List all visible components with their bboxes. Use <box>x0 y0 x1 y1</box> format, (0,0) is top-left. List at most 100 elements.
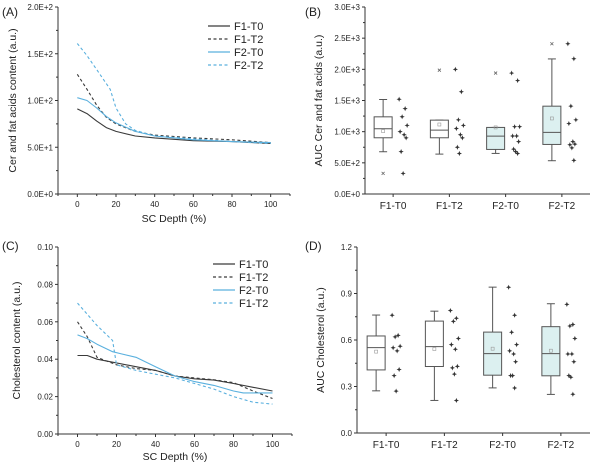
data-point <box>512 385 518 391</box>
mean-marker <box>432 347 437 351</box>
panel-b: (B) 0.0E+0 5.0E+2 1.0E+3 1.5E+3 2.0E+3 2.5E+3 3… <box>305 3 590 212</box>
data-point <box>570 391 576 397</box>
data-point <box>460 122 466 129</box>
panel-label: (D) <box>305 239 322 253</box>
data-point <box>452 66 458 72</box>
data-point <box>567 323 573 329</box>
y-tick-label: 0.3 <box>341 383 353 392</box>
series-line-f2-t0 <box>77 334 273 394</box>
legend-label: F2-T2 <box>234 60 263 72</box>
legend-label: F1-T2 <box>239 298 268 310</box>
mean-marker <box>490 346 495 351</box>
data-point <box>453 397 459 404</box>
y-tick-label: 1.5E+3 <box>334 97 360 106</box>
y-tick-label: 0.06 <box>37 318 53 327</box>
data-point <box>513 149 519 155</box>
data-point <box>566 373 572 379</box>
data-point <box>507 348 513 354</box>
data-point <box>396 96 402 102</box>
data-point <box>390 345 396 351</box>
data-point <box>565 41 571 47</box>
data-point <box>569 351 575 357</box>
x-category-label: F1-T0 <box>380 201 407 212</box>
data-point <box>453 315 459 321</box>
x-category-label: F2-T2 <box>549 201 576 212</box>
data-point <box>512 312 518 318</box>
data-point <box>509 70 515 76</box>
box-f2-t2 <box>542 41 579 163</box>
data-point <box>458 89 464 95</box>
data-point <box>569 145 575 151</box>
x-tick-label: 0 <box>75 440 80 449</box>
data-point <box>570 139 576 145</box>
data-point <box>514 342 520 348</box>
x-category-label: F1-T2 <box>431 440 458 451</box>
data-point <box>451 371 457 377</box>
mean-marker <box>437 122 442 127</box>
mean-marker <box>374 349 378 354</box>
y-tick-label: 0.00 <box>37 430 53 439</box>
data-point <box>396 366 402 373</box>
mean-marker <box>381 129 385 133</box>
x-tick-label: 60 <box>189 200 198 209</box>
y-tick-label: 2.5E+3 <box>334 34 360 43</box>
legend-label: F2-T0 <box>234 47 263 59</box>
data-point <box>457 132 463 138</box>
legend-label: F2-T0 <box>239 285 268 297</box>
x-tick-label: 100 <box>266 440 280 449</box>
x-tick-label: 80 <box>229 440 238 449</box>
panel-label: (A) <box>2 5 18 19</box>
data-point <box>571 359 577 365</box>
box-body <box>424 320 444 368</box>
box-body <box>541 326 561 377</box>
data-point <box>571 157 577 163</box>
data-point <box>401 132 407 138</box>
mean-marker <box>549 348 553 353</box>
y-tick-label: 3.0E+3 <box>334 3 360 12</box>
x-axis-label: SC Depth (%) <box>142 213 207 225</box>
data-point <box>394 348 400 354</box>
legend-label: F1-T2 <box>234 34 263 46</box>
y-axis-label: AUC Cholesterol (a.u.) <box>315 287 327 393</box>
panel-label: (B) <box>305 5 321 19</box>
data-point <box>453 125 459 132</box>
data-point <box>402 106 408 112</box>
y-tick-label: 1.0E+2 <box>27 97 53 106</box>
data-point <box>449 365 455 371</box>
data-point <box>515 77 521 84</box>
box-body <box>429 119 449 139</box>
x-tick-label: 40 <box>150 200 159 209</box>
outlier-marker <box>381 171 385 176</box>
y-tick-label: 0.02 <box>37 393 53 402</box>
box-f2-t0 <box>483 284 520 391</box>
data-point <box>404 122 410 129</box>
outlier-marker <box>437 68 442 72</box>
data-point <box>567 142 573 148</box>
box-body <box>542 105 562 145</box>
data-point <box>509 329 515 335</box>
y-tick-label: 0.04 <box>37 355 53 364</box>
y-axis-label: Cer and fat acids content (a.u.) <box>7 28 19 172</box>
data-point <box>403 135 409 141</box>
series-line-f2-t0 <box>77 97 271 144</box>
x-tick-label: 100 <box>264 200 278 209</box>
data-point <box>510 133 516 139</box>
x-tick-label: 20 <box>112 440 121 449</box>
panel-c: (C) 0.00 0.02 0.04 0.06 0.08 0.10 Cholesterol c… <box>2 239 293 463</box>
box-f1-t0 <box>366 312 403 394</box>
y-axis-label: Cholesterol content (a.u.) <box>11 282 23 400</box>
y-tick-label: 2.0E+2 <box>27 3 53 12</box>
data-point <box>513 359 519 365</box>
box-f1-t2 <box>424 307 461 404</box>
data-point <box>391 373 397 379</box>
legend-label: F1-T2 <box>239 272 268 284</box>
box-f1-t2 <box>429 66 466 157</box>
panel-label: (C) <box>2 239 19 253</box>
y-tick-label: 0.10 <box>37 243 53 252</box>
box-f2-t0 <box>486 70 523 157</box>
data-point <box>455 335 461 342</box>
y-tick-label: 1.5E+2 <box>27 50 53 59</box>
x-tick-label: 80 <box>228 200 237 209</box>
x-tick-label: 20 <box>112 200 121 209</box>
y-tick-label: 0.0E+0 <box>334 190 360 199</box>
